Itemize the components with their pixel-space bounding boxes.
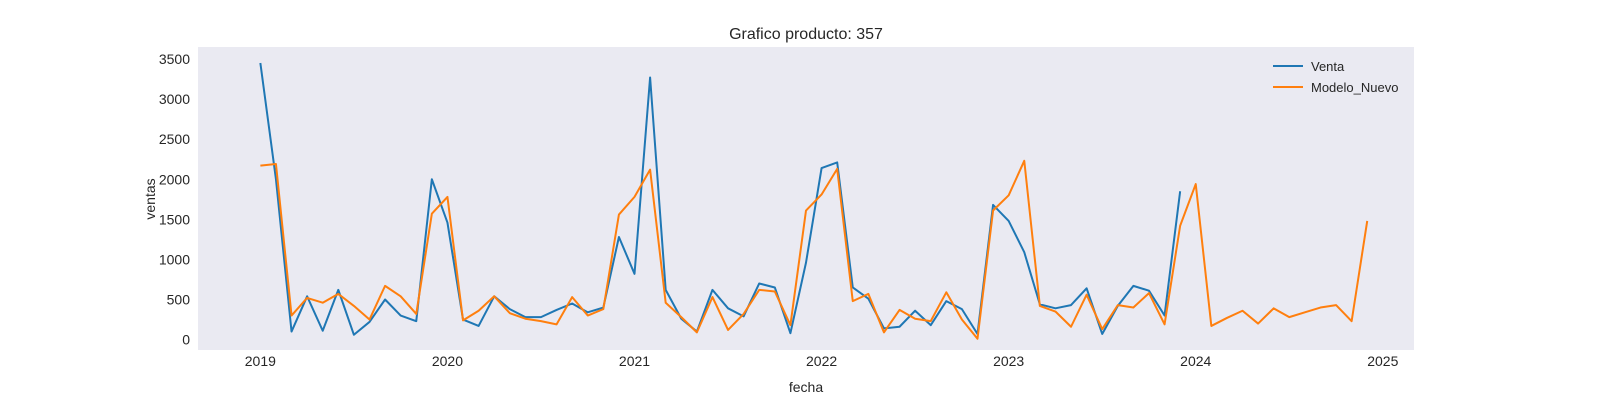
y-tick-label: 3500 bbox=[159, 51, 190, 67]
y-tick-label: 2000 bbox=[159, 171, 190, 187]
x-tick-label: 2022 bbox=[806, 353, 837, 369]
chart-title: Grafico producto: 357 bbox=[729, 26, 883, 43]
x-axis: 2019 2020 2021 2022 2023 2024 2025 bbox=[245, 353, 1399, 369]
y-tick-label: 3000 bbox=[159, 91, 190, 107]
x-tick-label: 2023 bbox=[993, 353, 1024, 369]
x-tick-label: 2019 bbox=[245, 353, 276, 369]
series-line-modelo-nuevo bbox=[260, 159, 1369, 340]
x-tick-label: 2021 bbox=[619, 353, 650, 369]
legend-label-modelo-nuevo: Modelo_Nuevo bbox=[1311, 80, 1398, 95]
y-tick-label: 500 bbox=[167, 292, 191, 308]
x-axis-title: fecha bbox=[789, 379, 823, 395]
x-tick-label: 2020 bbox=[432, 353, 463, 369]
y-axis: 0 500 1000 1500 2000 2500 3000 3500 bbox=[159, 51, 190, 348]
plot-area bbox=[198, 47, 1414, 350]
y-axis-title: ventas bbox=[142, 178, 158, 219]
y-tick-label: 0 bbox=[182, 332, 190, 348]
legend-label-venta: Venta bbox=[1311, 59, 1345, 74]
series-line-venta bbox=[259, 62, 1182, 336]
legend: Venta Modelo_Nuevo bbox=[1273, 59, 1398, 95]
y-tick-label: 2500 bbox=[159, 131, 190, 147]
x-tick-label: 2025 bbox=[1367, 353, 1398, 369]
x-tick-label: 2024 bbox=[1180, 353, 1211, 369]
y-tick-label: 1000 bbox=[159, 251, 190, 267]
y-tick-label: 1500 bbox=[159, 211, 190, 227]
series-layer bbox=[259, 62, 1369, 340]
